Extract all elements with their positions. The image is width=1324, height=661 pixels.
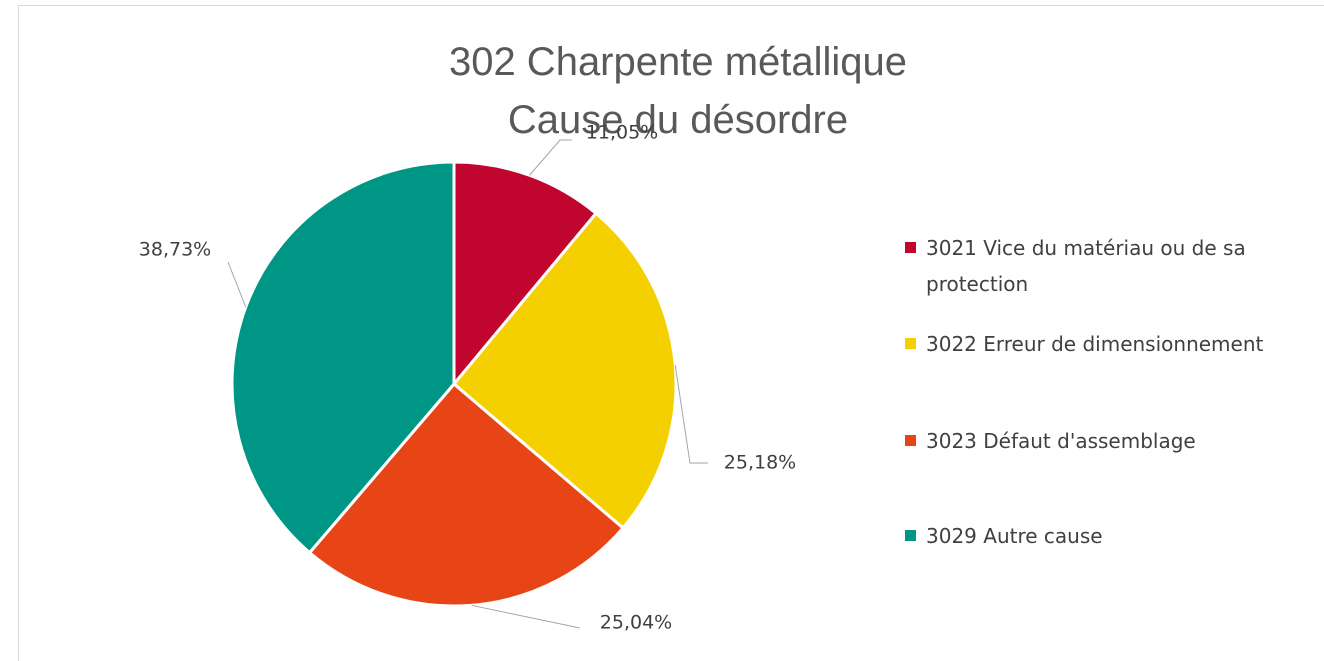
legend-swatch [905,435,916,446]
slice [230,160,456,555]
legend-label: 3021 Vice du matériau ou de sa protectio… [926,236,1246,296]
slice [451,211,678,531]
data-label: 11,05% [586,122,658,144]
legend-item: 3022 Erreur de dimensionnement [905,326,1311,362]
legend-item: 3021 Vice du matériau ou de sa protectio… [905,230,1311,302]
slice [307,381,626,608]
labels: 11,05% 25,18% 25,04% 38,73% [139,122,796,634]
leader-line [471,604,581,629]
data-label: 38,73% [139,239,211,261]
data-label: 25,18% [724,452,796,474]
legend-swatch [905,242,916,253]
legend-label: 3029 Autre cause [926,524,1103,548]
data-label: 25,04% [600,612,672,634]
slice [452,160,599,389]
leader-line [674,364,708,464]
chart-title: 302 Charpente métallique [449,40,907,84]
legend-label: 3023 Défaut d'assemblage [926,429,1196,453]
frame [18,5,1324,661]
legend-swatch [905,530,916,541]
legend-item: 3029 Autre cause [905,518,1311,554]
legend-item: 3023 Défaut d'assemblage [905,423,1311,459]
leader-line [227,261,247,308]
pie [230,160,678,608]
chart-subtitle: Cause du désordre [508,98,848,142]
leader-line [529,139,572,176]
legend-label: 3022 Erreur de dimensionnement [926,332,1264,356]
legend-swatch [905,338,916,349]
